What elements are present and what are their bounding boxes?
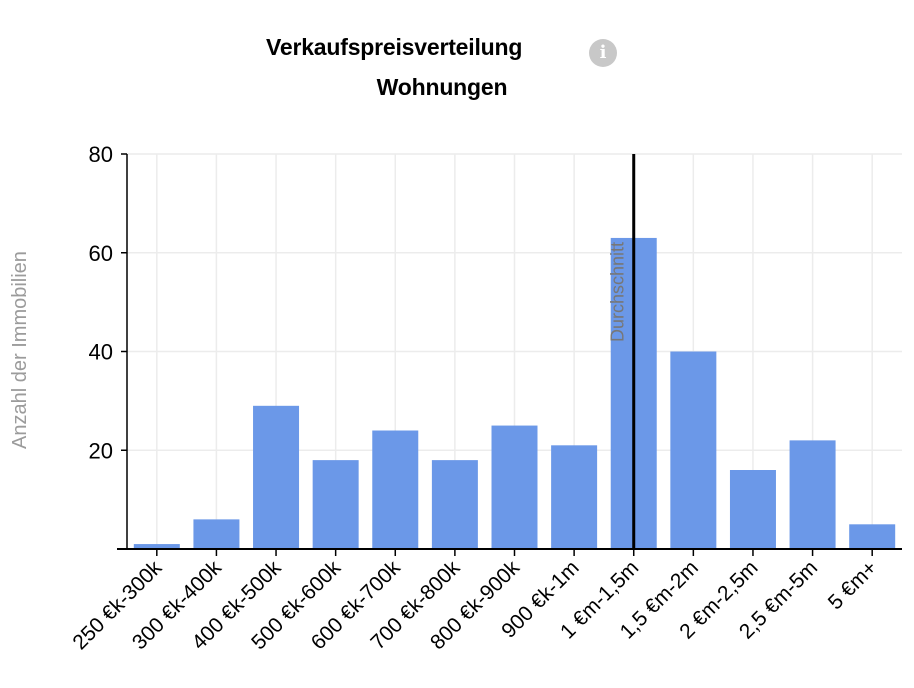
bar	[193, 519, 240, 549]
info-icon[interactable]: i	[589, 39, 617, 67]
y-tick-label: 40	[89, 340, 113, 365]
y-tick-label: 80	[89, 142, 113, 167]
bar	[133, 544, 180, 549]
bar	[491, 425, 538, 549]
bar	[670, 351, 717, 549]
axes-layer	[117, 153, 902, 556]
bar	[312, 460, 359, 549]
y-tick-label: 20	[89, 438, 113, 463]
bar	[551, 445, 598, 549]
bar	[431, 460, 478, 549]
bar	[372, 430, 419, 549]
y-axis-label: Anzahl der Immobilien	[9, 251, 31, 449]
average-reference-label: Durchschnitt	[608, 242, 628, 342]
chart-title: Verkaufspreisverteilung	[266, 34, 523, 60]
bar	[729, 470, 776, 549]
chart-subtitle: Wohnungen	[376, 74, 508, 100]
x-tick-label: 5 €m+	[824, 556, 882, 614]
bar	[849, 524, 896, 549]
bar	[253, 405, 300, 549]
bar	[789, 440, 836, 549]
y-tick-label: 60	[89, 241, 113, 266]
title-row: Verkaufspreisverteilung i	[0, 30, 914, 70]
